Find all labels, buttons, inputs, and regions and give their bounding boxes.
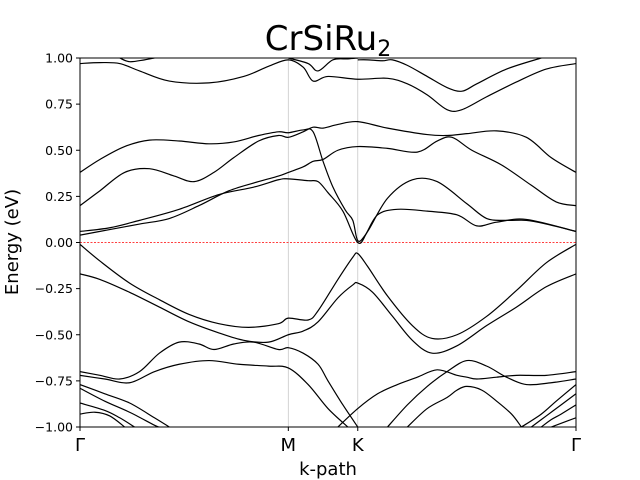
band-21 — [540, 404, 576, 427]
x-tick-label-2: K — [352, 435, 365, 456]
x-tick-label-1: M — [281, 435, 297, 456]
band-7 — [80, 136, 576, 236]
band-11 — [337, 369, 576, 427]
band-3 — [357, 58, 542, 92]
band-13 — [387, 359, 576, 427]
band-8 — [80, 243, 576, 340]
band-22 — [550, 417, 576, 427]
band-6 — [80, 177, 576, 244]
x-tick-label-0: Γ — [75, 435, 85, 456]
band-20 — [531, 393, 576, 427]
band-15 — [80, 387, 160, 427]
band-5 — [80, 120, 576, 207]
band-18 — [406, 385, 522, 427]
y-tick-label-4: 0.00 — [45, 235, 73, 250]
band-0 — [80, 59, 576, 112]
y-axis-label: Energy (eV) — [2, 189, 23, 295]
band-4 — [80, 128, 576, 243]
y-tick-label-7: 0.75 — [45, 97, 73, 112]
title-subscript: 2 — [377, 37, 391, 62]
y-tick-label-5: 0.25 — [45, 189, 73, 204]
band-9 — [80, 273, 576, 354]
title-main: CrSiRu — [265, 19, 377, 59]
y-tick-label-6: 0.50 — [45, 143, 73, 158]
y-tick-label-0: −1.00 — [35, 420, 73, 435]
y-tick-label-8: 1.00 — [45, 51, 73, 66]
band-12 — [80, 359, 349, 427]
band-17 — [80, 411, 126, 427]
svg-text:CrSiRu2: CrSiRu2 — [265, 19, 391, 62]
band-10 — [80, 340, 359, 427]
chart-title: CrSiRu2 — [265, 19, 391, 62]
band-series — [80, 58, 576, 427]
y-tick-label-3: −0.25 — [35, 281, 73, 296]
x-axis-label: k-path — [299, 459, 357, 480]
y-tick-label-2: −0.50 — [35, 327, 73, 342]
y-tick-label-1: −0.75 — [35, 373, 73, 388]
band-14 — [80, 383, 170, 427]
x-tick-label-3: Γ — [571, 435, 581, 456]
band-2 — [288, 58, 358, 72]
band-19 — [521, 384, 576, 427]
band-1 — [119, 58, 155, 63]
band-16 — [80, 402, 135, 427]
y-axis-ticks: −1.00 −0.75 −0.50 −0.25 0.00 0.25 0.50 0.75 1.00 — [35, 51, 80, 435]
